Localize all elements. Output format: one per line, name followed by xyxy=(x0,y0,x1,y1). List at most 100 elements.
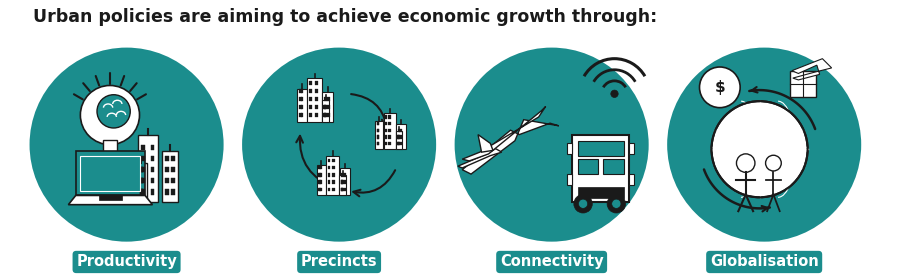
Polygon shape xyxy=(171,189,175,195)
Polygon shape xyxy=(332,188,335,191)
Polygon shape xyxy=(141,156,145,161)
Polygon shape xyxy=(397,135,399,139)
Polygon shape xyxy=(319,173,321,177)
Text: Globalisation: Globalisation xyxy=(710,255,819,269)
Polygon shape xyxy=(396,130,402,149)
Polygon shape xyxy=(309,105,311,109)
Polygon shape xyxy=(76,151,145,195)
Polygon shape xyxy=(397,135,400,139)
Polygon shape xyxy=(332,173,335,177)
Polygon shape xyxy=(332,166,335,169)
Polygon shape xyxy=(301,89,303,93)
Polygon shape xyxy=(322,92,333,122)
Polygon shape xyxy=(792,59,832,80)
Polygon shape xyxy=(136,163,147,202)
Polygon shape xyxy=(377,129,379,132)
Polygon shape xyxy=(166,178,169,183)
Polygon shape xyxy=(319,188,321,191)
Circle shape xyxy=(608,195,625,213)
Polygon shape xyxy=(578,159,598,174)
Polygon shape xyxy=(324,105,327,109)
Circle shape xyxy=(712,101,807,197)
Polygon shape xyxy=(301,105,303,109)
Polygon shape xyxy=(299,113,302,117)
Polygon shape xyxy=(578,187,624,198)
Polygon shape xyxy=(150,145,154,150)
Polygon shape xyxy=(297,88,307,122)
Polygon shape xyxy=(385,115,388,119)
Polygon shape xyxy=(319,180,321,184)
Polygon shape xyxy=(80,156,140,191)
Polygon shape xyxy=(171,167,175,172)
Polygon shape xyxy=(68,195,152,205)
Polygon shape xyxy=(332,159,335,162)
Polygon shape xyxy=(376,135,379,139)
Polygon shape xyxy=(341,180,343,184)
Text: $: $ xyxy=(715,80,725,95)
Polygon shape xyxy=(341,188,344,191)
Polygon shape xyxy=(141,167,145,172)
Polygon shape xyxy=(309,89,311,93)
Circle shape xyxy=(574,195,592,213)
Polygon shape xyxy=(320,180,322,184)
Polygon shape xyxy=(397,142,400,145)
Polygon shape xyxy=(389,115,391,119)
Polygon shape xyxy=(341,173,344,177)
Polygon shape xyxy=(398,135,400,139)
Polygon shape xyxy=(320,173,322,177)
Polygon shape xyxy=(398,129,400,132)
Polygon shape xyxy=(323,113,326,117)
Circle shape xyxy=(766,155,781,171)
Polygon shape xyxy=(309,81,311,85)
Polygon shape xyxy=(320,166,322,169)
Polygon shape xyxy=(327,97,329,101)
Polygon shape xyxy=(377,142,379,145)
Polygon shape xyxy=(309,97,311,101)
Polygon shape xyxy=(150,156,154,161)
Circle shape xyxy=(714,103,806,195)
Polygon shape xyxy=(385,135,388,139)
Polygon shape xyxy=(377,122,379,125)
Polygon shape xyxy=(327,105,329,109)
Polygon shape xyxy=(332,180,335,184)
Circle shape xyxy=(612,199,621,208)
Polygon shape xyxy=(299,97,302,101)
Text: Connectivity: Connectivity xyxy=(500,255,604,269)
Polygon shape xyxy=(103,140,117,154)
Polygon shape xyxy=(324,105,327,109)
Polygon shape xyxy=(400,135,401,139)
Circle shape xyxy=(30,48,223,242)
Polygon shape xyxy=(572,135,629,202)
Polygon shape xyxy=(315,97,318,101)
Polygon shape xyxy=(376,142,379,145)
Polygon shape xyxy=(150,167,154,172)
Polygon shape xyxy=(629,174,634,185)
Polygon shape xyxy=(340,180,343,184)
Polygon shape xyxy=(140,189,143,195)
Polygon shape xyxy=(578,141,624,156)
Polygon shape xyxy=(150,178,154,183)
Polygon shape xyxy=(385,129,388,132)
Circle shape xyxy=(611,90,618,97)
Text: Urban policies are aiming to achieve economic growth through:: Urban policies are aiming to achieve eco… xyxy=(33,8,658,26)
Polygon shape xyxy=(166,189,169,195)
Circle shape xyxy=(667,48,861,242)
Polygon shape xyxy=(328,166,330,169)
Polygon shape xyxy=(323,105,326,109)
Circle shape xyxy=(579,199,588,208)
Polygon shape xyxy=(140,178,143,183)
Polygon shape xyxy=(140,167,143,172)
Polygon shape xyxy=(321,99,329,122)
Polygon shape xyxy=(385,142,388,145)
Circle shape xyxy=(242,48,436,242)
Polygon shape xyxy=(344,188,346,191)
Polygon shape xyxy=(339,175,346,195)
Polygon shape xyxy=(166,167,169,172)
Polygon shape xyxy=(171,156,175,161)
Polygon shape xyxy=(389,122,391,125)
Polygon shape xyxy=(150,189,154,195)
Polygon shape xyxy=(344,173,346,177)
Polygon shape xyxy=(162,151,178,202)
Polygon shape xyxy=(309,113,311,117)
Polygon shape xyxy=(138,135,158,202)
